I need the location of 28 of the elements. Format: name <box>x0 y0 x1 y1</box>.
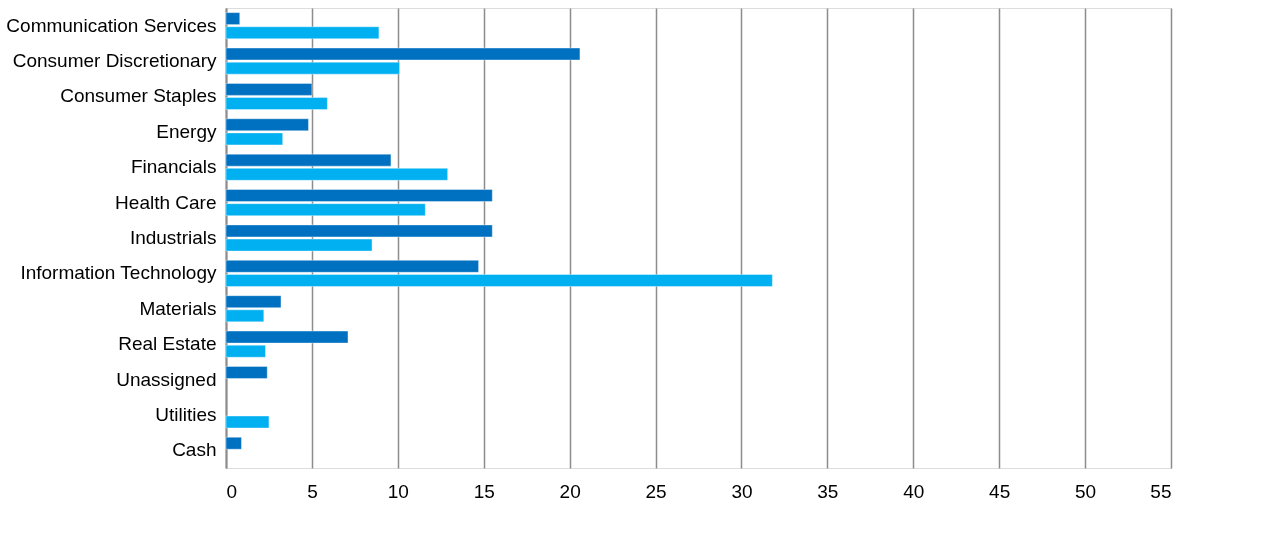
bar <box>225 365 268 379</box>
y-tick-label: Cash <box>172 439 217 461</box>
y-tick-label: Consumer Staples <box>60 85 217 107</box>
x-tick-label: 10 <box>387 480 409 502</box>
x-tick-label: 50 <box>1075 480 1097 502</box>
x-tick-label: 20 <box>559 480 581 502</box>
y-tick-label: Communication Services <box>6 14 217 36</box>
x-tick-label: 15 <box>473 480 495 502</box>
x-tick-label: 45 <box>989 480 1011 502</box>
x-tick-label: 0 <box>226 480 238 502</box>
y-tick-label: Financials <box>130 156 217 178</box>
bar <box>225 436 242 450</box>
y-tick-label: Real Estate <box>118 333 217 355</box>
y-tick-label: Utilities <box>155 403 217 425</box>
bar <box>225 415 270 429</box>
x-tick-label: 40 <box>903 480 925 502</box>
x-tick-label: 30 <box>731 480 753 502</box>
x-tick-label: 55 <box>1150 480 1172 502</box>
y-tick-label: Information Technology <box>20 262 217 284</box>
y-tick-label: Energy <box>156 120 217 142</box>
x-tick-label: 35 <box>817 480 839 502</box>
y-tick-label: Unassigned <box>116 368 217 390</box>
y-tick-label: Materials <box>139 297 217 319</box>
y-tick-label: Health Care <box>115 191 217 213</box>
y-tick-label: Industrials <box>129 227 217 248</box>
x-tick-label: 5 <box>307 480 318 502</box>
x-tick-label: 25 <box>645 480 667 502</box>
y-tick-label: Consumer Discretionary <box>12 50 217 72</box>
